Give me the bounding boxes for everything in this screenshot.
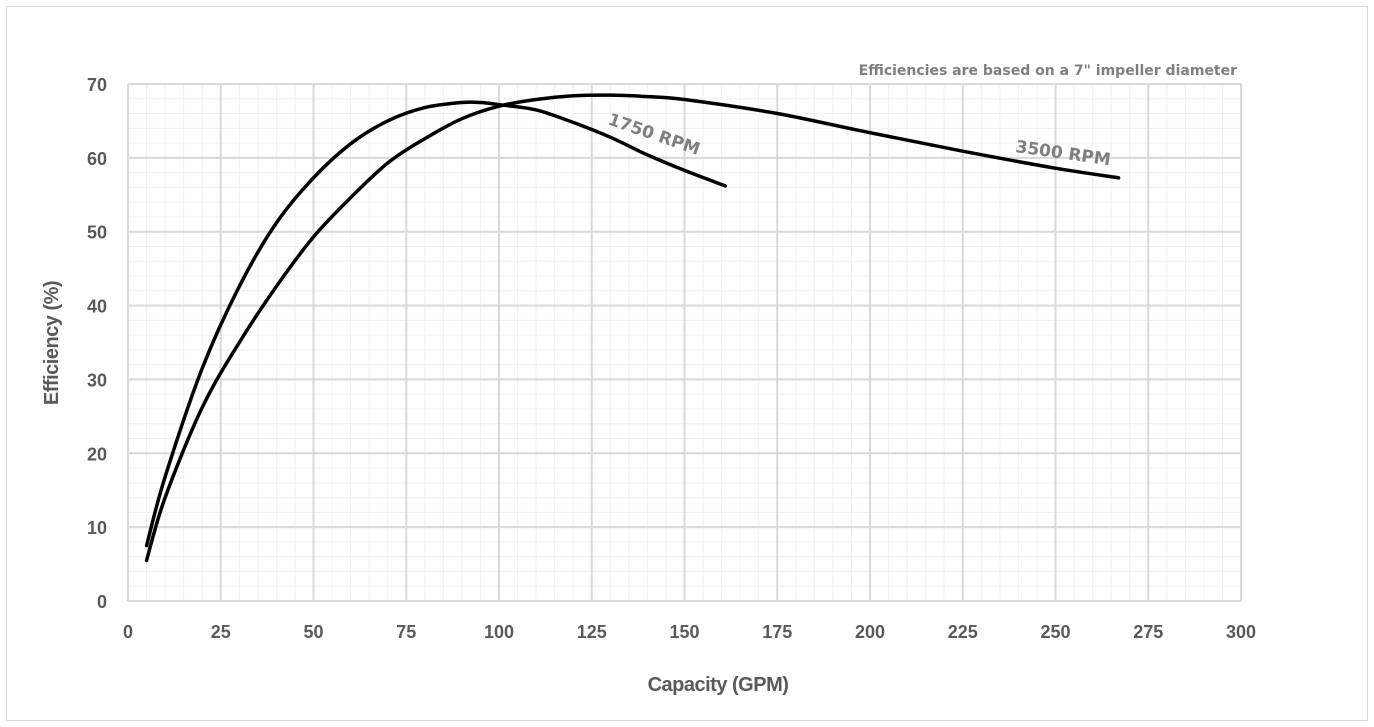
- x-tick-label: 175: [762, 622, 792, 642]
- y-tick-label: 10: [87, 518, 107, 538]
- x-tick-label: 150: [669, 622, 699, 642]
- series-lines: [144, 93, 1121, 563]
- y-tick-label: 20: [87, 444, 107, 464]
- series-label-1750-rpm: 1750 RPM: [605, 110, 702, 160]
- x-tick-label: 75: [396, 622, 416, 642]
- y-axis-title: Efficiency (%): [41, 281, 63, 405]
- x-tick-label: 250: [1040, 622, 1070, 642]
- x-tick-label: 275: [1133, 622, 1163, 642]
- y-tick-label: 50: [87, 223, 107, 243]
- x-tick-label: 100: [484, 622, 514, 642]
- x-tick-label: 125: [577, 622, 607, 642]
- x-tick-labels: 0 25 50 75 100 125 150 175 200 225 250 275 300: [123, 622, 1256, 642]
- x-axis-title: Capacity (GPM): [648, 674, 789, 696]
- y-tick-labels: 0 10 20 30 40 50 60 70: [87, 75, 107, 612]
- chart-annotation: Efficiencies are based on a 7" impeller …: [859, 63, 1237, 79]
- y-tick-label: 40: [87, 297, 107, 317]
- y-tick-label: 60: [87, 149, 107, 169]
- x-tick-label: 0: [123, 622, 133, 642]
- x-tick-label: 300: [1226, 622, 1256, 642]
- y-tick-label: 30: [87, 370, 107, 390]
- x-tick-label: 25: [211, 622, 231, 642]
- series-line-3500-rpm: [144, 93, 1121, 563]
- x-tick-label: 225: [948, 622, 978, 642]
- series-line-1750-rpm: [144, 100, 728, 548]
- x-tick-label: 50: [303, 622, 323, 642]
- major-gridlines: [127, 83, 1242, 602]
- x-tick-label: 200: [855, 622, 885, 642]
- y-tick-label: 70: [87, 75, 107, 95]
- y-tick-label: 0: [97, 592, 107, 612]
